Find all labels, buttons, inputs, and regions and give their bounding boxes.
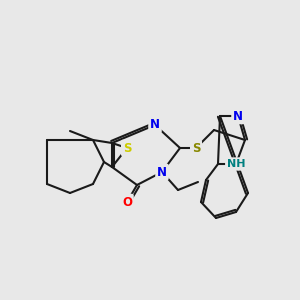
Text: N: N — [157, 166, 167, 178]
Text: N: N — [233, 110, 243, 122]
Text: N: N — [150, 118, 160, 131]
Text: O: O — [122, 196, 132, 208]
Text: S: S — [192, 142, 200, 154]
Text: NH: NH — [227, 159, 245, 169]
Text: S: S — [123, 142, 131, 154]
